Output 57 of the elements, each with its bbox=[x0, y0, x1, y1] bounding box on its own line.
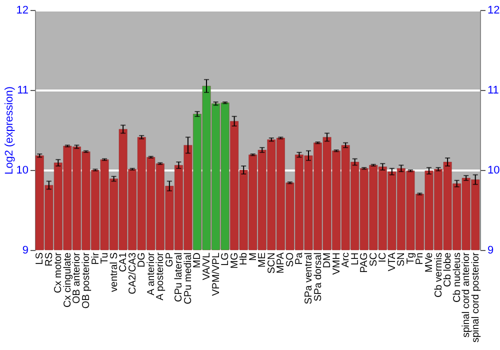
x-tick-label: Pa bbox=[294, 252, 306, 265]
x-tick-label: MPA bbox=[276, 252, 287, 274]
x-tick-label: SPa dorsal bbox=[312, 252, 324, 302]
x-tick-label: OB posterior bbox=[80, 252, 92, 309]
x-tick-label: DM bbox=[322, 252, 334, 268]
x-tick-label: CA1 bbox=[118, 252, 130, 272]
x-tick-label: SO bbox=[284, 252, 296, 267]
x-tick-label: Arc bbox=[340, 252, 352, 268]
x-tick-label: VA/VL bbox=[202, 252, 213, 280]
x-tick-label: SCN bbox=[266, 252, 278, 274]
x-tick-label: DG bbox=[136, 252, 148, 268]
x-tick-label: LG bbox=[220, 252, 232, 266]
x-tick-label: CPu medial bbox=[182, 252, 194, 304]
x-tick-label: VMH bbox=[331, 252, 342, 275]
y-axis-title: Log2 (expression) bbox=[3, 86, 16, 175]
y-tick-label: 10 bbox=[16, 164, 28, 176]
y2-tick-label: 10 bbox=[488, 164, 500, 176]
x-tick-label: SC bbox=[368, 252, 380, 266]
x-tick-label: Tu bbox=[100, 252, 111, 264]
x-tick-label: M bbox=[248, 252, 259, 261]
x-tick-label: SPa ventral bbox=[303, 252, 314, 304]
x-tick-label: LH bbox=[350, 252, 361, 266]
x-tick-label: MG bbox=[229, 252, 240, 269]
x-tick-label: OB anterior bbox=[72, 252, 83, 304]
x-tick-label: Pn bbox=[414, 252, 426, 265]
x-tick-label: PAG bbox=[359, 252, 370, 273]
y-tick-label: 11 bbox=[17, 84, 28, 96]
x-tick-label: VTA bbox=[386, 252, 398, 272]
x-tick-label: LS bbox=[34, 252, 46, 265]
x-tick-label: Cb vermis bbox=[433, 252, 444, 298]
x-tick-label: spinal cord posterior bbox=[470, 252, 482, 343]
x-tick-label: Cb nucleus bbox=[452, 252, 463, 303]
x-tick-label: Cx cingulate bbox=[62, 252, 74, 308]
x-tick-label: CPu lateral bbox=[174, 252, 185, 302]
x-tick-label: Pir bbox=[90, 252, 102, 265]
x-tick-label: ME bbox=[257, 252, 268, 268]
y2-tick-label: 11 bbox=[488, 84, 499, 96]
x-tick-label: SN bbox=[396, 252, 408, 266]
x-tick-label: Hb bbox=[238, 252, 250, 266]
x-tick-label: IC bbox=[378, 252, 389, 262]
x-tick-label: VPM/VPL bbox=[210, 252, 222, 296]
x-tick-label: CA2/CA3 bbox=[127, 252, 138, 294]
x-tick-label: GP bbox=[164, 252, 176, 267]
x-tick-label: Cx motor bbox=[53, 252, 64, 294]
x-tick-label: A posterior bbox=[155, 252, 166, 300]
x-tick-label: ventral S bbox=[108, 252, 120, 292]
x-tick-label: spinal cord anterior bbox=[461, 252, 472, 338]
y-tick-label: 12 bbox=[16, 4, 28, 16]
y2-tick-label: 9 bbox=[488, 244, 494, 256]
y2-tick-label: 12 bbox=[488, 4, 500, 16]
y-tick-label: 9 bbox=[22, 244, 28, 256]
x-tick-label: Tg bbox=[405, 252, 416, 264]
x-tick-label: RS bbox=[44, 252, 55, 266]
x-tick-label: MD bbox=[192, 252, 204, 268]
x-tick-label: A anterior bbox=[146, 252, 157, 296]
x-tick-label: Cb lobe bbox=[442, 252, 454, 287]
x-tick-label: MVe bbox=[424, 252, 436, 273]
